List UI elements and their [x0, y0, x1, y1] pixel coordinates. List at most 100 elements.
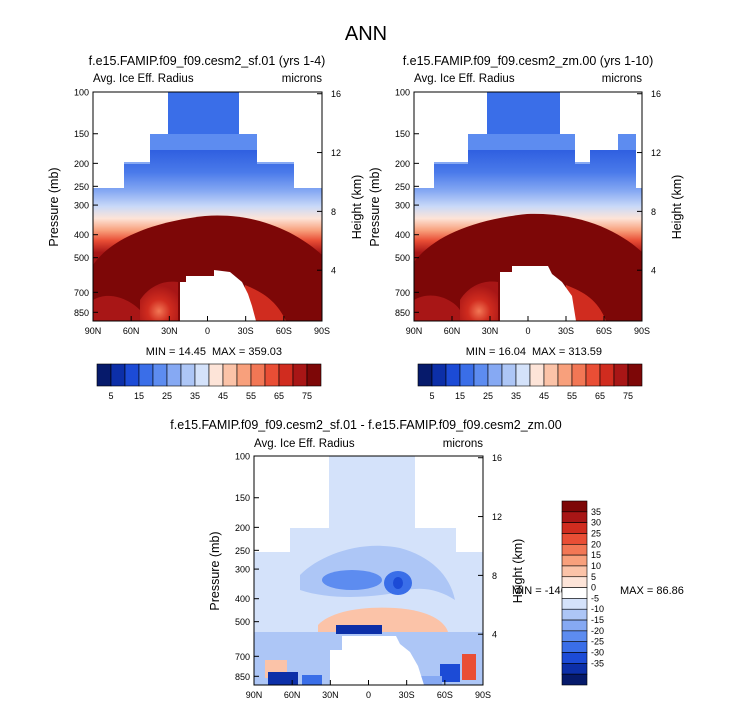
colorbar-label: 65	[595, 391, 605, 401]
y-tick-label: 250	[395, 182, 410, 192]
y2-tick-label: 16	[492, 453, 502, 463]
colorbar-swatch	[561, 630, 588, 643]
field-region	[140, 281, 178, 321]
colorbar-label: 15	[591, 550, 601, 560]
colorbar-swatch	[561, 608, 588, 621]
colorbar-swatch	[487, 363, 503, 387]
colorbar-swatch	[561, 587, 588, 599]
x-tick-label: 30N	[161, 326, 178, 336]
colorbar-swatch	[515, 363, 531, 387]
colorbar-swatch	[431, 363, 447, 387]
min-stat: MIN = 14.45	[146, 346, 206, 358]
variable-label: Avg. Ice Eff. Radius	[414, 73, 515, 85]
colorbar-swatch	[459, 363, 475, 387]
y-axis-right: 16 12 8 4	[637, 89, 661, 276]
colorbar-swatch	[613, 363, 629, 387]
y-axis-left: 100 150 200 250 300 400 500 700 850	[74, 88, 98, 318]
colorbar-label: 5	[591, 572, 596, 582]
max-stat: MAX = 86.86	[620, 585, 684, 597]
y-tick-label: 700	[74, 288, 89, 298]
colorbar-swatch	[166, 363, 182, 387]
colorbar-swatch	[110, 363, 126, 387]
y2-tick-label: 12	[651, 148, 661, 158]
x-tick-label: 30N	[322, 690, 339, 700]
x-axis: 90N 60N 30N 0 30S 60S 90S	[246, 680, 491, 700]
y2-tick-label: 4	[492, 630, 497, 640]
field-region	[168, 92, 239, 136]
panel-title: f.e15.FAMIP.f09_f09.cesm2_sf.01 - f.e15.…	[170, 418, 561, 432]
colorbar-label: 75	[302, 391, 312, 401]
field-region	[336, 625, 382, 634]
min-stat: MIN = 16.04	[466, 346, 526, 358]
colorbar-swatch	[236, 363, 252, 387]
colorbar-swatch	[561, 598, 588, 610]
colorbar-label: -20	[591, 626, 604, 636]
field-region	[566, 285, 606, 321]
colorbar-swatch	[561, 641, 588, 653]
colorbar-label: 25	[591, 528, 601, 538]
colorbar: 5 15 25 35 45 55 65 75	[96, 363, 322, 401]
page-title: ANN	[345, 23, 387, 45]
colorbar-swatch	[250, 363, 266, 387]
variable-label: Avg. Ice Eff. Radius	[254, 438, 355, 450]
colorbar-swatch	[561, 576, 588, 588]
colorbar-swatch	[417, 363, 433, 387]
y2-tick-label: 8	[651, 207, 656, 217]
colorbar-label: -15	[591, 615, 604, 625]
x-tick-label: 90N	[406, 326, 423, 336]
y2-tick-label: 16	[331, 89, 341, 99]
colorbar-swatch	[278, 363, 294, 387]
units-label: microns	[602, 73, 643, 85]
surface-mask	[500, 266, 576, 321]
colorbar-swatch	[557, 363, 573, 387]
colorbar-swatch	[543, 363, 559, 387]
colorbar-label: 0	[591, 583, 596, 593]
field-region	[440, 664, 460, 682]
field-region	[487, 92, 560, 136]
field-region	[245, 285, 286, 321]
y2-axis-label: Height (km)	[511, 539, 525, 604]
colorbar-swatch	[561, 565, 588, 578]
colorbar: 5 15 25 35 45 55 65 75	[417, 363, 643, 401]
colorbar-label: 65	[274, 391, 284, 401]
y-tick-label: 200	[235, 523, 250, 533]
y-tick-label: 850	[395, 308, 410, 318]
panel-top-right: f.e15.FAMIP.f09_f09.cesm2_zm.00 (yrs 1-1…	[368, 54, 684, 401]
y-tick-label: 700	[235, 652, 250, 662]
colorbar-swatch	[222, 363, 238, 387]
y-axis-label: Pressure (mb)	[47, 167, 61, 246]
field-region	[393, 577, 403, 589]
colorbar-label: 45	[218, 391, 228, 401]
x-tick-label: 0	[205, 326, 210, 336]
colorbar-label: 5	[429, 391, 434, 401]
colorbar-label: 55	[567, 391, 577, 401]
colorbar-swatch	[501, 363, 517, 387]
max-stat: MAX = 313.59	[532, 346, 602, 358]
colorbar-swatch	[445, 363, 461, 387]
y-axis-left: 100 150 200 250 300 400 500 700 850	[235, 452, 259, 682]
colorbar-swatch	[124, 363, 140, 387]
colorbar-swatch	[529, 363, 545, 387]
y2-tick-label: 12	[331, 148, 341, 158]
x-tick-label: 30S	[558, 326, 574, 336]
colorbar-swatch	[561, 554, 588, 567]
units-label: microns	[443, 438, 484, 450]
field-region	[460, 281, 498, 321]
colorbar-label: 35	[591, 507, 601, 517]
y2-tick-label: 16	[651, 89, 661, 99]
colorbar-swatch	[561, 543, 588, 556]
colorbar-swatch	[292, 363, 308, 387]
y-tick-label: 100	[235, 452, 250, 462]
y-tick-label: 250	[74, 182, 89, 192]
colorbar-swatch	[561, 522, 588, 534]
y-tick-label: 400	[395, 230, 410, 240]
colorbar-swatch	[561, 533, 588, 545]
colorbar-swatch	[571, 363, 587, 387]
x-tick-label: 60N	[123, 326, 140, 336]
colorbar-label: 25	[162, 391, 172, 401]
x-tick-label: 60N	[444, 326, 461, 336]
y2-tick-label: 12	[492, 512, 502, 522]
y-axis-left: 100 150 200 250 300 400 500 700 850	[395, 88, 419, 318]
colorbar-swatch	[561, 511, 588, 523]
